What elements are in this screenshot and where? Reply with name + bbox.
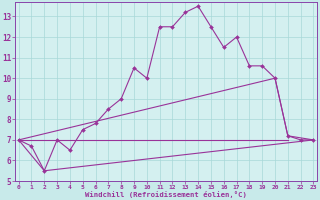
X-axis label: Windchill (Refroidissement éolien,°C): Windchill (Refroidissement éolien,°C) [85,191,247,198]
